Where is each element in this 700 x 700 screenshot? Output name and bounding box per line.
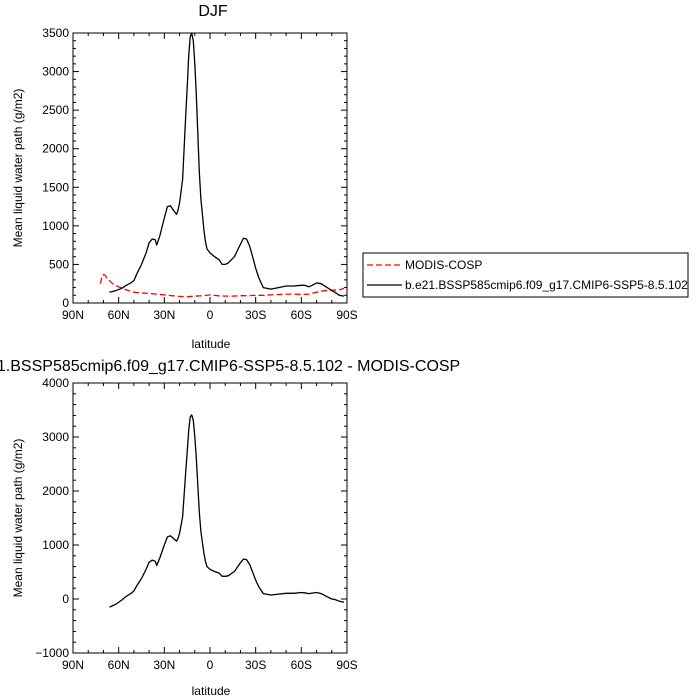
y-tick-label: 1000 bbox=[42, 219, 69, 233]
series-line-0 bbox=[99, 273, 345, 298]
x-tick-label: 0 bbox=[207, 658, 214, 672]
plot-area: 90N 60N 30N 0 30S 60S 90S 0 500 1000 1500 2000 2500 3… bbox=[42, 26, 357, 322]
series-line-0 bbox=[109, 414, 345, 608]
y-axis-label: Mean liquid water path (g/m2) bbox=[11, 439, 25, 598]
y-tick-label: 500 bbox=[49, 257, 69, 271]
y-tick-label: 2500 bbox=[42, 103, 69, 117]
top-chart: DJF 90N 60N 30N 0 30S 60S 90S 0 500 1000 1500 2000 2… bbox=[11, 3, 358, 351]
legend-box bbox=[362, 252, 689, 298]
y-tick-label: 2000 bbox=[42, 142, 69, 156]
y-tick-label: 3500 bbox=[42, 26, 69, 40]
x-tick-label: 60S bbox=[291, 658, 312, 672]
y-tick-label: 1500 bbox=[42, 180, 69, 194]
legend-label-model: b.e21.BSSP585cmip6.f09_g17.CMIP6-SSP5-8.… bbox=[405, 278, 688, 292]
series-line-1 bbox=[109, 32, 345, 297]
x-tick-label: 30S bbox=[245, 658, 266, 672]
x-tick-label: 60N bbox=[108, 308, 130, 322]
y-tick-label: 2000 bbox=[42, 484, 69, 498]
y-axis-label: Mean liquid water path (g/m2) bbox=[11, 89, 25, 248]
y-tick-label: 0 bbox=[62, 296, 69, 310]
x-axis-label: latitude bbox=[192, 337, 231, 351]
y-tick-label: 0 bbox=[62, 592, 69, 606]
x-tick-label: 0 bbox=[207, 308, 214, 322]
x-tick-label: 90S bbox=[336, 308, 357, 322]
x-tick-label: 30S bbox=[245, 308, 266, 322]
y-tick-label: −1000 bbox=[35, 646, 69, 660]
x-tick-label: 30N bbox=[153, 308, 175, 322]
chart-title: b.e21.BSSP585cmip6.f09_g17.CMIP6-SSP5-8.… bbox=[0, 358, 460, 375]
x-tick-label: 90N bbox=[62, 308, 84, 322]
legend-label-modis: MODIS-COSP bbox=[405, 258, 482, 272]
y-tick-label: 3000 bbox=[42, 430, 69, 444]
x-tick-label: 60N bbox=[108, 658, 130, 672]
chart-title: DJF bbox=[198, 3, 228, 20]
legend: MODIS-COSP b.e21.BSSP585cmip6.f09_g17.CM… bbox=[362, 252, 689, 298]
x-tick-label: 60S bbox=[291, 308, 312, 322]
y-tick-label: 1000 bbox=[42, 538, 69, 552]
bottom-chart: b.e21.BSSP585cmip6.f09_g17.CMIP6-SSP5-8.… bbox=[0, 358, 460, 698]
plot-area: 90N 60N 30N 0 30S 60S 90S −1000 0 1000 2000 3000 400… bbox=[35, 376, 357, 672]
plot-frame bbox=[72, 32, 348, 304]
y-tick-label: 4000 bbox=[42, 376, 69, 390]
x-tick-label: 90S bbox=[336, 658, 357, 672]
x-axis-label: latitude bbox=[192, 684, 231, 698]
plot-frame bbox=[72, 382, 348, 654]
y-tick-label: 3000 bbox=[42, 65, 69, 79]
x-tick-label: 30N bbox=[153, 658, 175, 672]
x-tick-label: 90N bbox=[62, 658, 84, 672]
